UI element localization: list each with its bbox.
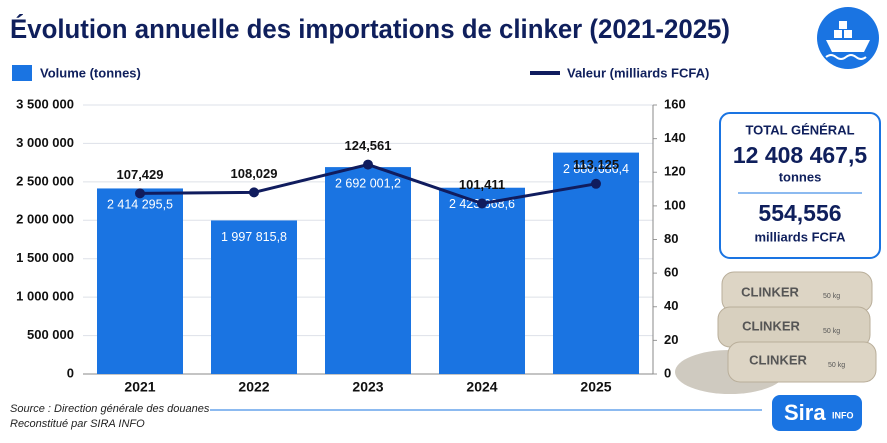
y-tick-label: 2 500 000 bbox=[16, 173, 74, 188]
ship-icon bbox=[817, 7, 879, 69]
y2-tick-label: 0 bbox=[664, 365, 671, 380]
y-tick-label: 1 000 000 bbox=[16, 289, 74, 304]
line-value-label: 101,411 bbox=[459, 177, 505, 192]
y2-tick-label: 160 bbox=[664, 96, 686, 111]
x-tick-label: 2025 bbox=[580, 379, 611, 395]
y2-tick-label: 20 bbox=[664, 332, 678, 347]
line-value-label: 108,029 bbox=[231, 166, 278, 181]
summary-heading: TOTAL GÉNÉRAL bbox=[745, 122, 854, 137]
y-tick-label: 1 500 000 bbox=[16, 250, 74, 265]
y2-tick-label: 60 bbox=[664, 265, 678, 280]
line-point bbox=[477, 198, 487, 209]
line-point bbox=[135, 188, 145, 199]
bag-weight: 50 kg bbox=[823, 293, 840, 300]
bar bbox=[439, 187, 525, 374]
y-tick-label: 0 bbox=[67, 365, 74, 380]
x-tick-label: 2021 bbox=[124, 379, 155, 395]
line-point bbox=[591, 178, 601, 189]
x-tick-label: 2022 bbox=[238, 379, 269, 395]
summary-volume-unit: tonnes bbox=[779, 169, 822, 184]
y2-tick-label: 80 bbox=[664, 231, 678, 246]
y-tick-label: 2 000 000 bbox=[16, 212, 74, 227]
y2-tick-label: 120 bbox=[664, 164, 686, 179]
bag-weight: 50 kg bbox=[823, 328, 840, 335]
bar-value-label: 2 880 686,4 bbox=[563, 162, 629, 176]
x-tick-label: 2023 bbox=[352, 379, 383, 395]
legend-label: Valeur (milliards FCFA) bbox=[567, 65, 709, 80]
y-tick-label: 3 500 000 bbox=[16, 96, 74, 111]
y2-tick-label: 140 bbox=[664, 130, 686, 145]
y2-tick-label: 100 bbox=[664, 197, 686, 212]
bag-label: CLINKER bbox=[742, 318, 800, 333]
y2-tick-label: 40 bbox=[664, 298, 678, 313]
logo-name: Sira bbox=[784, 400, 826, 425]
bar-value-label: 1 997 815,8 bbox=[221, 230, 287, 244]
cement-bags: CLINKER 50 kg CLINKER 50 kg CLINKER 50 k… bbox=[675, 271, 877, 394]
line-value-label: 107,429 bbox=[117, 167, 164, 182]
legend-swatch bbox=[12, 65, 32, 81]
logo: Sira INFO bbox=[772, 395, 862, 431]
legend-label: Volume (tonnes) bbox=[40, 65, 141, 80]
y-tick-label: 3 000 000 bbox=[16, 135, 74, 150]
line-point bbox=[249, 187, 259, 198]
source: Reconstitué par SIRA INFO bbox=[10, 418, 145, 430]
summary-value: 554,556 bbox=[758, 200, 841, 226]
y-tick-label: 500 000 bbox=[27, 327, 74, 342]
bag-weight: 50 kg bbox=[828, 362, 845, 369]
bar bbox=[211, 220, 297, 374]
bar-value-label: 2 692 001,2 bbox=[335, 176, 401, 190]
summary-panel: TOTAL GÉNÉRAL 12 408 467,5 tonnes 554,55… bbox=[719, 112, 881, 259]
summary-value-unit: milliards FCFA bbox=[754, 229, 846, 244]
bar bbox=[325, 167, 411, 374]
bar-value-label: 2 414 295,5 bbox=[107, 198, 173, 212]
x-tick-label: 2024 bbox=[466, 379, 497, 395]
line-value-label: 113,125 bbox=[573, 157, 619, 172]
line-point bbox=[363, 159, 373, 170]
bag-label: CLINKER bbox=[749, 352, 807, 367]
logo-tag: INFO bbox=[832, 410, 854, 420]
line-value-label: 124,561 bbox=[345, 138, 392, 153]
chart-title: Évolution annuelle des importations de c… bbox=[10, 13, 730, 44]
summary-volume: 12 408 467,5 bbox=[733, 142, 868, 168]
bar bbox=[97, 188, 183, 374]
source: Source : Direction générale des douanes bbox=[10, 403, 210, 415]
bag-label: CLINKER bbox=[741, 284, 799, 299]
